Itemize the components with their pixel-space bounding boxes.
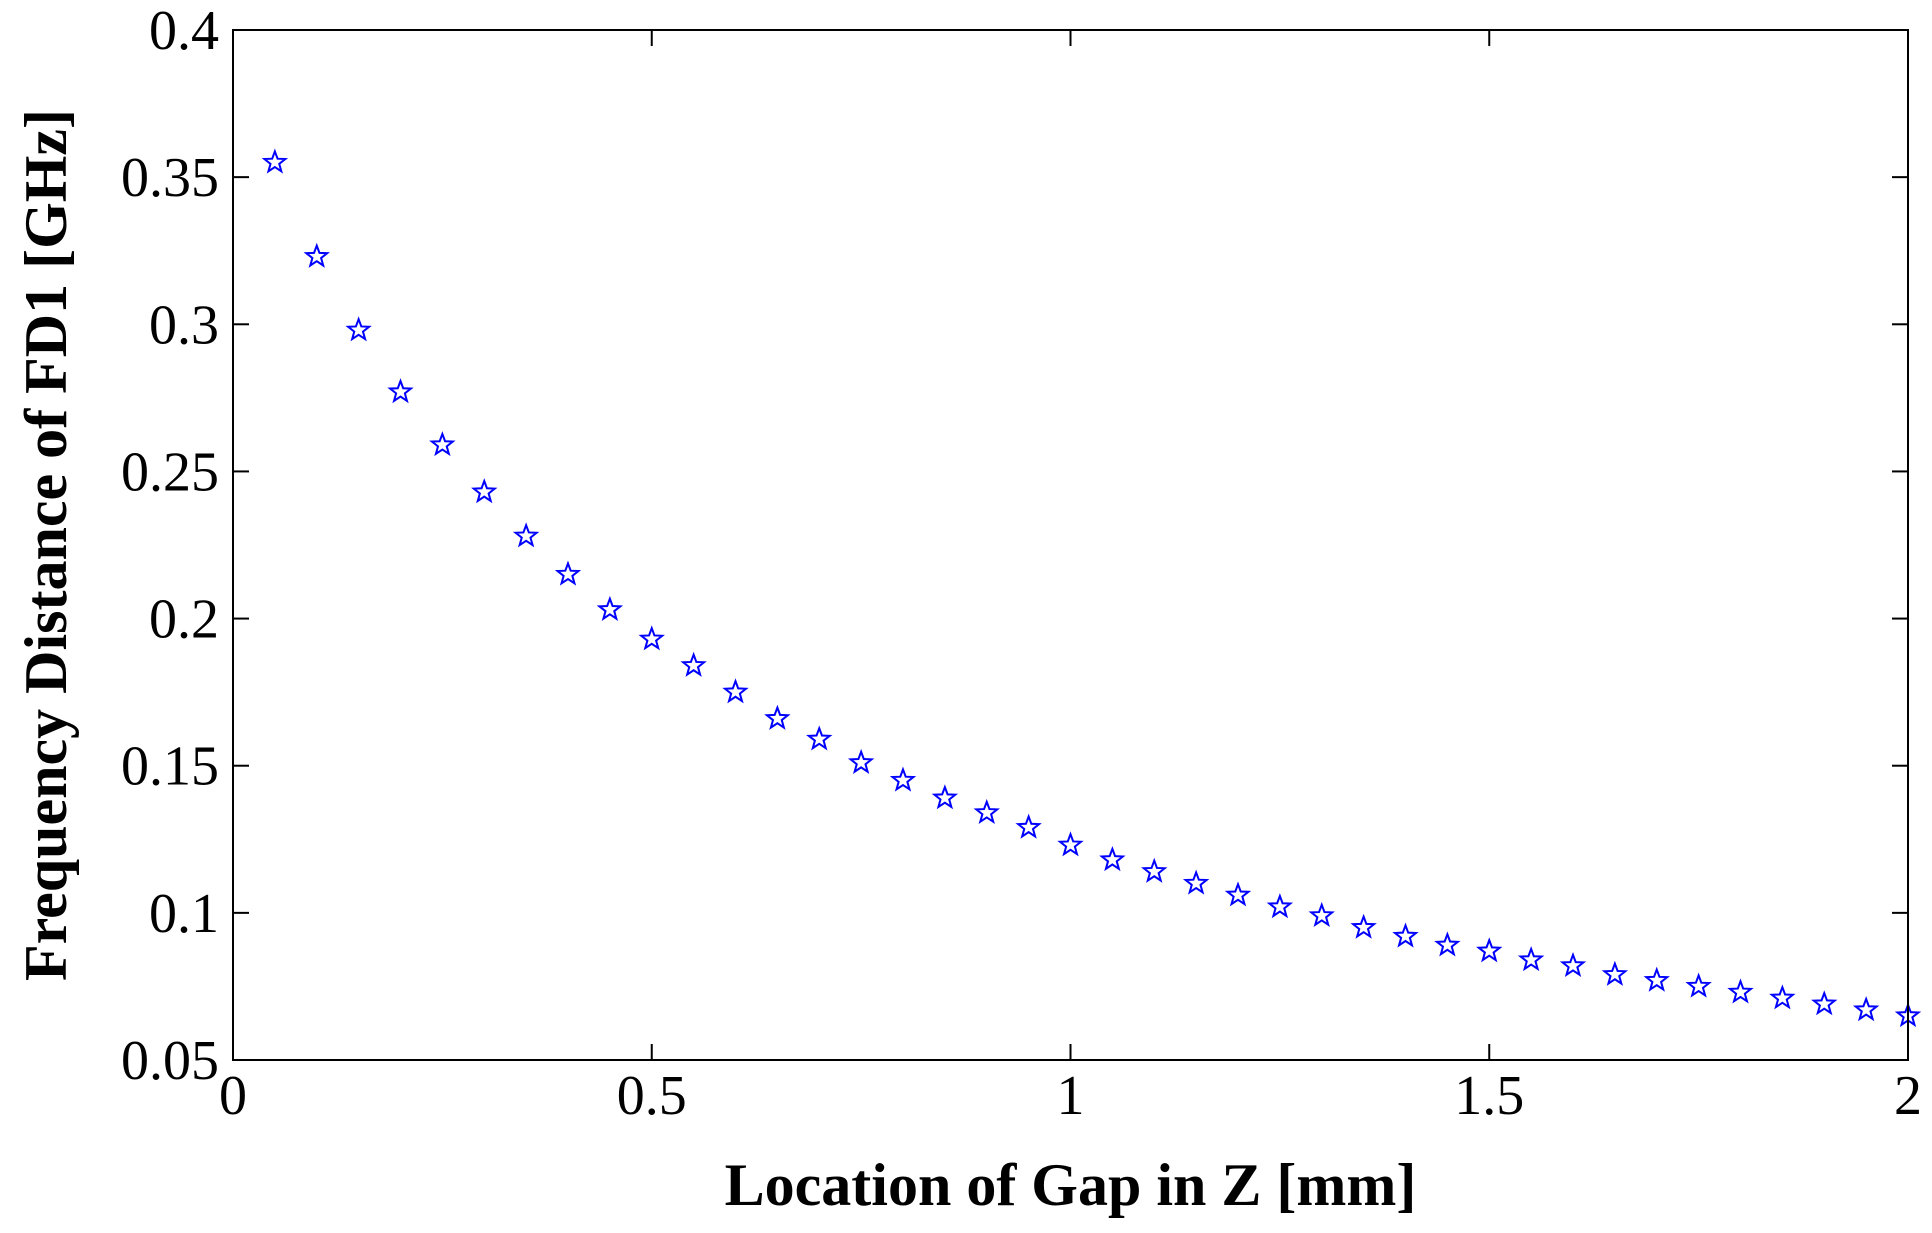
y-tick-label: 0.3 [149, 294, 219, 356]
data-point-star [596, 595, 624, 621]
x-tick-label: 0 [219, 1065, 247, 1127]
data-point-star [1182, 869, 1210, 895]
data-point-star [1099, 846, 1126, 872]
y-tick-label: 0.2 [149, 589, 219, 651]
data-point-star [1727, 978, 1754, 1004]
data-point-star [1266, 893, 1294, 919]
data-point-star [1350, 913, 1377, 939]
data-point-star [1601, 960, 1629, 986]
y-tick-label: 0.35 [121, 147, 219, 209]
y-tick-label: 0.15 [121, 736, 219, 798]
data-point-star [554, 560, 582, 586]
axis-ticks: 0 0.5 1 1.5 2 0.05 0.1 0.15 0.2 0.25 0.3 0.35 0.4 [121, 0, 1922, 1127]
data-point-star [1685, 972, 1712, 998]
data-point-star [680, 651, 707, 677]
data-point-star [1476, 937, 1503, 963]
x-axis-title: Location of Gap in Z [mm] [725, 1152, 1417, 1218]
data-point-star [806, 725, 833, 751]
data-point-star [1434, 931, 1461, 957]
data-point-star [1517, 946, 1545, 972]
data-point-star [1559, 951, 1587, 978]
data-point-star [973, 798, 1000, 825]
data-points [261, 148, 1922, 1028]
data-point-star [1643, 966, 1670, 992]
x-tick-label: 2 [1894, 1065, 1922, 1127]
data-point-star [889, 766, 917, 792]
y-tick-label: 0.4 [149, 0, 219, 62]
data-point-star [345, 316, 372, 342]
y-axis-title: Frequency Distance of FD1 [GHz] [13, 109, 79, 981]
data-point-star [764, 704, 791, 730]
data-point-star [1057, 831, 1084, 857]
data-point-star [1392, 922, 1419, 948]
data-point-star [1811, 990, 1838, 1016]
data-point-star [429, 431, 456, 457]
data-point-star [1852, 996, 1880, 1022]
x-tick-label: 1.5 [1454, 1065, 1524, 1127]
data-point-star [1769, 984, 1796, 1010]
plot-frame [232, 29, 1909, 1061]
data-point-star [1015, 813, 1042, 839]
data-point-star [1224, 881, 1252, 907]
data-point-star [303, 242, 330, 268]
data-point-star [471, 478, 498, 504]
data-point-star [387, 378, 414, 404]
data-point-star [1308, 901, 1335, 928]
x-tick-label: 0.5 [617, 1065, 687, 1127]
data-point-star [261, 148, 289, 174]
x-tick-label: 1 [1057, 1065, 1085, 1127]
data-point-star [638, 625, 665, 651]
data-point-star [1141, 857, 1168, 883]
data-point-star [722, 678, 749, 704]
y-tick-label: 0.25 [121, 441, 219, 503]
y-tick-label: 0.1 [149, 883, 219, 945]
data-point-star [931, 784, 959, 810]
y-tick-label: 0.05 [121, 1030, 219, 1092]
data-point-star [512, 522, 540, 548]
data-point-star [847, 748, 875, 774]
